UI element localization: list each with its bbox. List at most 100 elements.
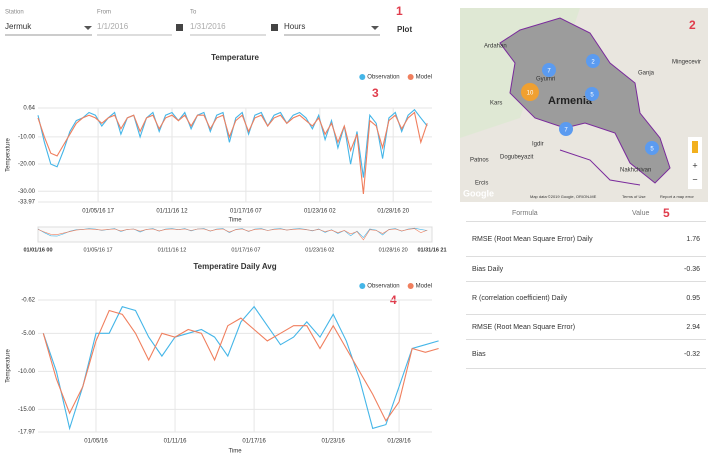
series-line: [42, 309, 439, 422]
y-tick-label: -17.97: [18, 430, 36, 436]
cluster-count: 5: [590, 93, 594, 99]
map-logo: Google: [463, 188, 494, 198]
x-tick-label: 01/17/16: [242, 439, 266, 445]
label: From: [97, 10, 111, 16]
cluster[interactable]: [521, 83, 539, 101]
x-tick-label: 01/23/16 02: [304, 209, 336, 215]
metric-value: 1.76: [686, 235, 700, 243]
annotation: 2: [689, 18, 696, 32]
cluster[interactable]: [542, 63, 556, 77]
x-tick-label: 01/17/16 07: [230, 209, 262, 215]
x-tick-label: 01/11/16: [164, 439, 188, 445]
metric-name: Bias: [472, 350, 486, 358]
station-select[interactable]: Jermuk: [5, 22, 32, 31]
legend-marker: [359, 283, 366, 289]
table-row: R (correlation coefficient) Daily 0.95: [466, 282, 706, 315]
legend-label: Observation: [367, 75, 399, 81]
armenia-region: [499, 17, 671, 184]
y-tick-label: -5.00: [21, 331, 35, 337]
zoom-out[interactable]: −: [692, 174, 697, 184]
map-label: Armenia: [548, 95, 593, 107]
calendar-icon[interactable]: [176, 24, 183, 31]
table-row: RMSE (Root Mean Square Error) Daily 1.76: [466, 222, 706, 257]
map-report[interactable]: Report a map error: [660, 194, 694, 199]
metric-value: -0.32: [684, 350, 700, 358]
y-tick-label: -10.00: [18, 134, 36, 140]
dropdown-arrow[interactable]: [371, 26, 379, 30]
navigator-tick-label: 01/11/16 12: [158, 247, 187, 253]
cluster-count: 2: [591, 60, 595, 66]
label: To: [190, 10, 197, 16]
cluster-count: 10: [527, 91, 534, 97]
y-tick-label: -30.00: [18, 189, 36, 195]
legend-marker: [359, 74, 366, 80]
metric-name: RMSE (Root Mean Square Error) Daily: [472, 235, 593, 243]
plot-button[interactable]: Plot: [397, 25, 412, 34]
cluster-count: 7: [547, 69, 551, 75]
map-label: Ardahan: [484, 44, 507, 50]
legend-marker: [407, 74, 414, 80]
y-axis-label: Temperature: [6, 137, 12, 171]
legend-marker: [407, 283, 414, 289]
zoom-controls[interactable]: [688, 137, 702, 189]
metrics-table: Formula Value RMSE (Root Mean Square Error…: [466, 205, 706, 369]
metric-name: R (correlation coefficient) Daily: [472, 294, 568, 302]
navigator-tick-label: 01/28/16 20: [379, 247, 408, 253]
header-cell: Formula: [512, 209, 538, 217]
series-line: [42, 305, 439, 431]
metric-value: 2.94: [686, 323, 700, 331]
chart-title: Temperatire Daily Avg: [193, 262, 276, 271]
x-axis-label: Time: [228, 449, 242, 455]
x-tick-label: 01/05/16: [84, 439, 108, 445]
series-line: [37, 108, 428, 178]
navigator-tick-label: 01/17/16 07: [231, 247, 260, 253]
cluster-count: 7: [564, 128, 568, 134]
cluster[interactable]: [645, 141, 659, 155]
x-tick-label: 01/23/16: [321, 439, 345, 445]
navigator-line: [37, 228, 428, 241]
cluster[interactable]: [586, 54, 600, 68]
calendar-icon[interactable]: [271, 24, 278, 31]
series-line: [37, 111, 428, 194]
legend-label: Observation: [367, 284, 399, 290]
metric-value: 0.95: [686, 294, 700, 302]
annotation: 5: [663, 206, 670, 220]
table-row: RMSE (Root Mean Square Error) 2.94: [466, 315, 706, 340]
dropdown-arrow[interactable]: [84, 26, 92, 30]
y-tick-label: -33.97: [18, 200, 36, 206]
metric-name: RMSE (Root Mean Square Error): [472, 323, 576, 331]
navigator-tick-label: 01/05/16 17: [84, 247, 113, 253]
x-axis-label: Time: [228, 218, 242, 224]
navigator-tick-label: 01/23/16 02: [305, 247, 334, 253]
map-attribution: Map data ©2019 Google, ORION-ME: [530, 194, 597, 199]
legend-label: Model: [416, 75, 432, 81]
map-terms[interactable]: Terms of Use: [622, 194, 646, 199]
metric-name: Bias Daily: [472, 265, 504, 273]
map-label: Patnos: [470, 158, 489, 164]
chart-title: Temperature: [211, 53, 259, 62]
y-tick-label: -0.62: [21, 298, 35, 304]
table-row: Bias -0.32: [466, 340, 706, 369]
cluster[interactable]: [585, 87, 599, 101]
map[interactable]: Armenia Gyumri Ganja Mingecevir Nakhchiv…: [460, 8, 708, 202]
annotation: 3: [372, 86, 379, 100]
to-input[interactable]: 1/31/2016: [190, 22, 226, 31]
y-tick-label: -20.00: [18, 162, 36, 168]
map-label: Ercis: [475, 181, 488, 187]
y-tick-label: -10.00: [18, 369, 36, 375]
interval-select[interactable]: Hours: [284, 22, 305, 31]
from-input[interactable]: 1/1/2016: [97, 22, 129, 31]
y-axis-label: Temperature: [6, 348, 12, 382]
map-label: Ganja: [638, 71, 655, 77]
x-tick-label: 01/11/16 12: [156, 209, 188, 215]
border: [559, 149, 641, 186]
map-label: Mingecevir: [672, 60, 701, 66]
x-tick-label: 01/05/16 17: [82, 209, 114, 215]
pegman[interactable]: [692, 141, 698, 153]
zoom-in[interactable]: +: [692, 160, 697, 170]
map-label: Nakhchivan: [620, 168, 651, 174]
navigator-tick-label: 01/31/16 21: [417, 247, 446, 253]
cluster[interactable]: [559, 122, 573, 136]
cluster-count: 5: [650, 147, 654, 153]
